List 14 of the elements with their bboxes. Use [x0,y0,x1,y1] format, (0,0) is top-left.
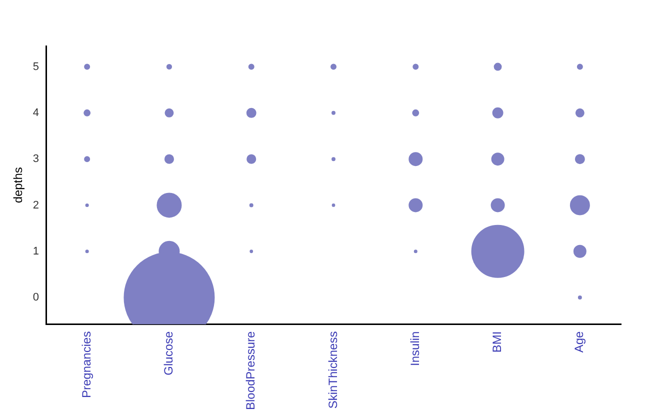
x-tick-label: Glucose [162,330,176,376]
y-tick-label: 5 [32,60,39,73]
x-tick-label: Pregnancies [79,331,94,398]
y-tick-label: 2 [32,199,39,212]
y-tick-label: 4 [32,106,39,119]
y-tick-label: 1 [32,245,39,258]
x-tick-label: SkinThickness [326,331,340,409]
x-tick-label: BMI [490,331,504,353]
y-tick-label: 0 [32,292,39,304]
x-tick-label: Age [572,330,586,353]
x-tick-label: Insulin [408,331,422,366]
y-tick-label: 3 [32,153,39,166]
y-axis-title: depths [10,167,25,204]
x-tick-label: BloodPressure [244,330,258,410]
